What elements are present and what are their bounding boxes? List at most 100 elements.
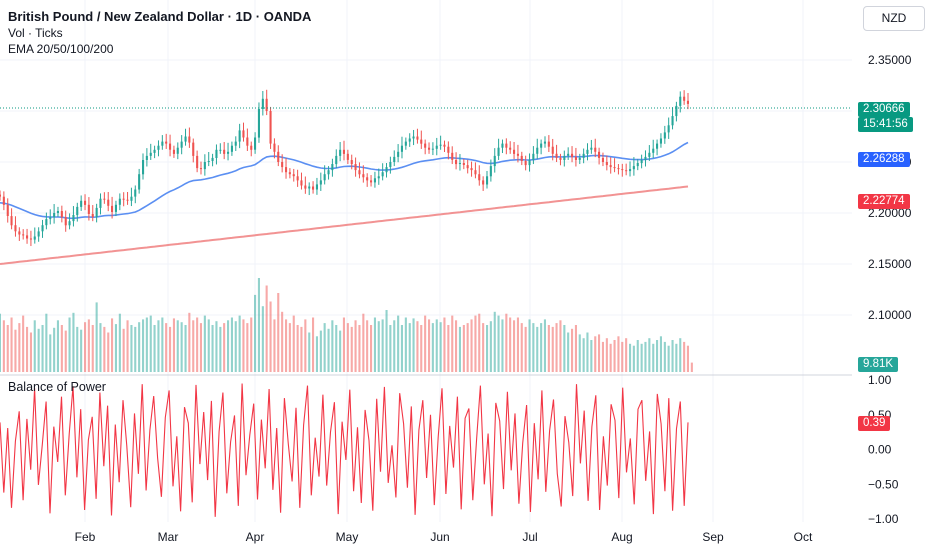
candle-body [165, 141, 168, 144]
volume-bar [84, 322, 87, 372]
volume-bar [265, 285, 268, 372]
volume-bar [26, 326, 29, 372]
volume-bar [242, 319, 245, 372]
volume-bar [563, 325, 566, 372]
candle-body [636, 163, 639, 167]
candle-body [482, 180, 485, 185]
volume-bar [207, 319, 210, 372]
volume-bar [373, 317, 376, 372]
volume-bar [428, 319, 431, 372]
volume-bar [33, 320, 36, 372]
candle-body [520, 155, 523, 161]
bop-path [0, 383, 689, 517]
candle-body [455, 160, 458, 165]
volume-bar [285, 319, 288, 372]
bop-tick: −1.00 [868, 512, 899, 526]
candle-body [265, 98, 268, 111]
grid-lines [0, 0, 852, 522]
candle-body [145, 155, 148, 160]
candle-body [551, 146, 554, 154]
volume-bar [130, 325, 133, 372]
volume-bar [690, 362, 693, 372]
volume-bar [161, 317, 164, 372]
candle-body [648, 152, 651, 157]
volume-bar [400, 325, 403, 372]
x-tick: May [336, 530, 359, 544]
volume-bar [142, 319, 145, 372]
candle-body [172, 149, 175, 154]
currency-button[interactable]: NZD [863, 6, 925, 31]
volume-bar [447, 325, 450, 372]
volume-bar [416, 321, 419, 372]
bop-legend: Balance of Power [8, 380, 106, 394]
volume-tag: 9.81K [858, 357, 899, 372]
volume-bar [451, 315, 454, 372]
candle-body [350, 160, 353, 165]
volume-bar [520, 323, 523, 372]
volume-bar [230, 317, 233, 372]
candle-body [679, 96, 682, 106]
x-tick: Aug [611, 530, 632, 544]
candle-body [354, 164, 357, 171]
volume-bar [613, 340, 616, 372]
candle-body [424, 143, 427, 148]
volume-bar [257, 278, 260, 372]
candle-body [196, 155, 199, 169]
candle-body [663, 132, 666, 139]
volume-bar [304, 319, 307, 372]
volume-bar [435, 319, 438, 372]
candle-body [169, 143, 172, 150]
candle-body [315, 184, 318, 190]
volume-bar [528, 319, 531, 372]
volume-bar [350, 326, 353, 372]
volume-bar [114, 324, 117, 372]
volume-bar [277, 293, 280, 372]
volume-bar [478, 313, 481, 372]
candle-body [114, 204, 117, 212]
volume-bar [455, 320, 458, 372]
volume-bar [582, 338, 585, 372]
volume-bar [571, 328, 574, 372]
volume-bar [489, 321, 492, 372]
volume-bar [462, 325, 465, 372]
candle-body [95, 207, 98, 218]
x-tick: Feb [75, 530, 96, 544]
candle-body [29, 238, 32, 240]
candle-body [56, 211, 59, 213]
volume-bar [56, 320, 59, 372]
last-price-tag: 2.30666 [858, 102, 910, 117]
chart-title: British Pound / New Zealand Dollar · 1D … [8, 9, 312, 24]
volume-bar [339, 330, 342, 372]
candle-body [2, 196, 5, 205]
volume-bar [211, 325, 214, 372]
candle-body [571, 153, 574, 157]
volume-bar [555, 323, 558, 372]
candle-body [412, 136, 415, 139]
candle-body [683, 96, 686, 101]
x-tick: Mar [158, 530, 179, 544]
candle-body [385, 167, 388, 173]
candle-body [462, 163, 465, 165]
candle-body [458, 163, 461, 164]
candle-body [180, 141, 183, 148]
candle-body [431, 148, 434, 150]
volume-bar [269, 301, 272, 372]
candle-body [501, 143, 504, 148]
candle-body [223, 149, 226, 154]
volume-bar [574, 325, 577, 372]
candle-body [659, 138, 662, 144]
volume-bar [199, 323, 202, 372]
candle-body [91, 214, 94, 218]
candle-body [22, 234, 25, 236]
candle-body [474, 170, 477, 175]
candle-body [540, 143, 543, 148]
volume-bar [636, 340, 639, 372]
volume-bar [559, 320, 562, 372]
volume-bar [408, 323, 411, 372]
candle-body [122, 198, 125, 200]
candle-body [53, 213, 56, 218]
volume-bar [683, 341, 686, 372]
volume-bar [335, 325, 338, 372]
candle-body [555, 153, 558, 158]
